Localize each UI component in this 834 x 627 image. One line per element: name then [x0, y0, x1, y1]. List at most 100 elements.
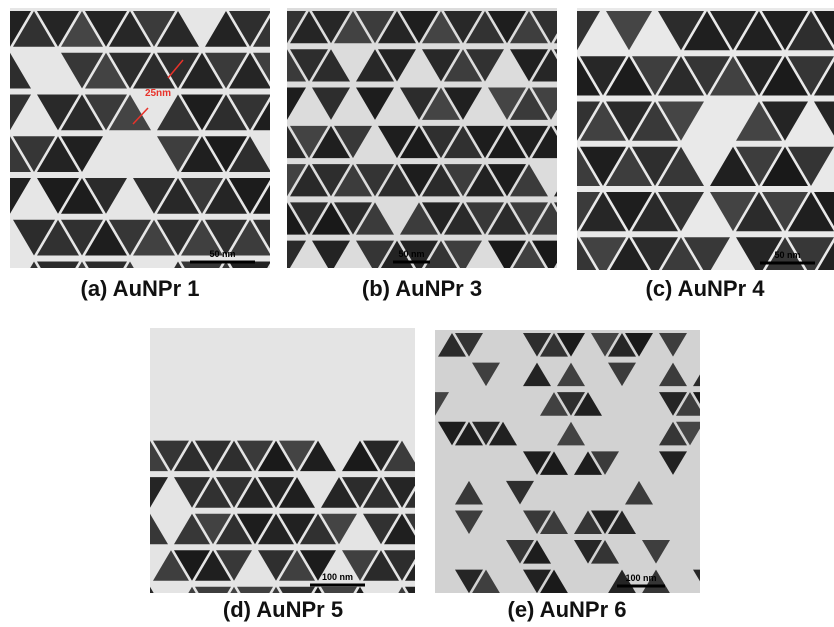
nanoprism	[489, 421, 517, 446]
nanoprism	[580, 237, 626, 270]
nanoprism	[378, 164, 416, 197]
nanoprism	[632, 101, 678, 141]
nanoprism	[591, 540, 619, 564]
nanoprism	[150, 440, 168, 472]
scale-bar-label: 50 nm	[209, 249, 235, 259]
nanoprism	[287, 11, 306, 44]
nanoprism	[150, 586, 154, 593]
nanoprism	[61, 52, 103, 89]
nanoprism	[258, 513, 294, 545]
nanoprism	[133, 11, 175, 47]
nanoprism	[554, 125, 557, 131]
nanoprism	[606, 146, 652, 186]
nanoprism	[229, 94, 270, 131]
nanoprism	[580, 0, 626, 5]
nanoprism	[287, 240, 306, 268]
nanoprism	[334, 202, 372, 235]
nanoprism	[658, 101, 704, 141]
nanoprism	[510, 125, 548, 159]
nanoprism	[710, 481, 738, 505]
nanoprism	[157, 94, 199, 131]
nanoprism	[10, 52, 31, 89]
nanoprism	[237, 440, 273, 472]
nanoprism	[85, 11, 127, 47]
nanoprism	[577, 237, 597, 270]
nanoprism	[447, 623, 483, 627]
nanoprism	[150, 513, 168, 545]
nanoprism	[85, 178, 127, 214]
nanoprism	[109, 11, 151, 47]
nanoprism	[342, 477, 378, 508]
caption: (e) AuNPr 6	[508, 597, 627, 622]
nanoprism	[216, 623, 252, 627]
nanoprism	[510, 11, 548, 44]
nanoprism	[384, 440, 415, 472]
nanoprism	[598, 0, 636, 5]
nanoprism	[400, 240, 438, 268]
nanoprism	[532, 125, 557, 159]
nanoprism	[606, 56, 652, 96]
nanoprism	[363, 623, 399, 627]
nanoprism	[762, 11, 808, 51]
nanoprism	[788, 0, 834, 5]
nanoprism	[788, 146, 834, 186]
nanoprism	[61, 303, 103, 339]
nanoprism	[195, 440, 231, 472]
nanoprism	[591, 333, 619, 357]
nanoprism	[229, 219, 270, 256]
nanoprism	[510, 87, 548, 120]
nanoprism	[554, 0, 592, 5]
nanoprism	[356, 240, 394, 268]
nanoprism	[312, 125, 350, 159]
nanoprism	[710, 146, 756, 186]
nanoprism	[444, 164, 482, 197]
nanoprism	[661, 237, 701, 270]
nanoprism	[625, 333, 653, 357]
nanoprism	[736, 191, 782, 232]
nanoprism	[814, 282, 834, 321]
nanoprism	[532, 0, 570, 5]
nanoprism	[814, 0, 834, 5]
nanoprism	[659, 421, 687, 446]
nanoprism	[258, 623, 294, 627]
nanoprism	[237, 477, 273, 508]
nanoprism	[684, 237, 730, 270]
nanoprism	[532, 202, 557, 235]
nanoprism	[237, 586, 273, 593]
nanoprism	[85, 0, 127, 5]
nanoprism	[444, 87, 482, 120]
nanoprism	[710, 0, 756, 5]
nanoprism	[363, 477, 399, 508]
nanoprism	[253, 0, 295, 5]
nanoprism	[205, 11, 247, 47]
nanoprism	[523, 510, 551, 535]
nanoprism	[577, 11, 600, 51]
nanoprism	[85, 261, 127, 268]
nanoprism	[133, 178, 175, 214]
nanoprism	[736, 56, 782, 96]
nanoprism	[632, 237, 678, 270]
micrograph: 50 nm 25nm	[10, 0, 295, 339]
nanoprism	[133, 219, 175, 256]
nanoprism	[532, 279, 570, 311]
nanoprism	[85, 94, 127, 131]
nanoprism	[334, 125, 372, 159]
nanoprism	[466, 164, 504, 197]
nanoprism	[574, 392, 602, 416]
nanoprism	[693, 374, 700, 387]
nanoprism	[658, 191, 704, 232]
nanoprism	[157, 219, 199, 256]
nanoprism	[788, 11, 834, 51]
nanoprism	[205, 94, 247, 131]
nanoprism	[684, 56, 730, 96]
nanoprism	[455, 599, 483, 623]
nanoprism	[642, 303, 670, 327]
nanoprism	[710, 599, 738, 623]
nanoprism	[659, 392, 687, 416]
nanoprism	[363, 550, 399, 581]
caption: (b) AuNPr 3	[362, 276, 482, 301]
nanoprism	[216, 550, 252, 581]
nanoprism	[591, 451, 619, 475]
nanoprism	[61, 94, 103, 131]
nanoprism	[606, 0, 652, 5]
